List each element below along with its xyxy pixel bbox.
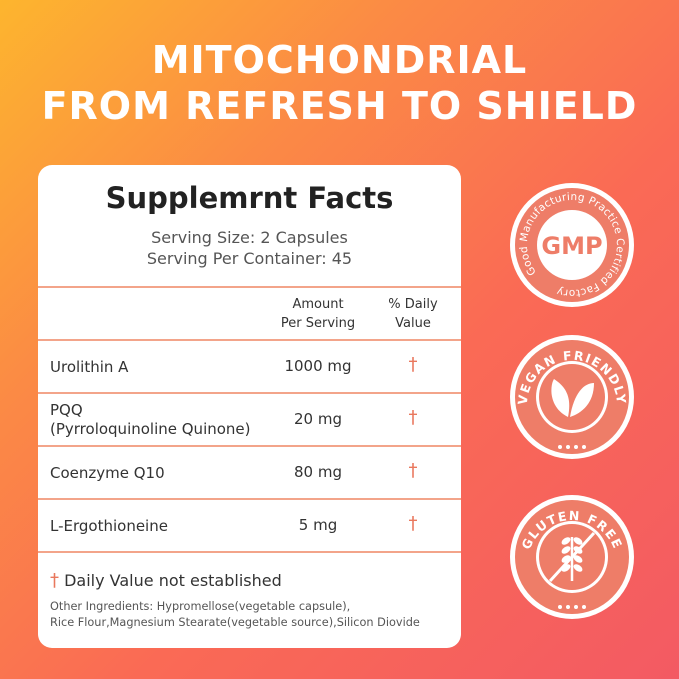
badge: Good Manufacturing Practice Certified Fa…: [510, 183, 634, 307]
ingredient-name: PQQ (Pyrroloquinoline Quinone): [50, 401, 251, 439]
ingredient-name-line: Urolithin A: [50, 357, 129, 376]
amount: 5 mg: [298, 516, 338, 534]
amount: 80 mg: [294, 463, 342, 481]
star: [566, 445, 570, 449]
badge-inner: [539, 364, 605, 430]
star: [582, 445, 586, 449]
wheat-grain: [573, 555, 583, 563]
facts-panel: Supplemrnt Facts Serving Size: 2 Capsule…: [38, 165, 461, 648]
badge-label: GMP: [541, 232, 602, 260]
footnote: † Daily Value not established: [50, 571, 282, 590]
separator: [38, 551, 461, 553]
badge: VEGAN FRIENDLY: [510, 335, 634, 459]
ingredient-name: Urolithin A: [50, 358, 128, 377]
star: [574, 445, 578, 449]
headline: FROM REFRESH TO SHIELD: [41, 84, 638, 128]
facts-title: Supplemrnt Facts: [105, 181, 394, 215]
separator: [38, 498, 461, 500]
daily-value: †: [408, 354, 418, 375]
dagger: †: [50, 570, 59, 591]
star: [558, 445, 562, 449]
leaf-icon: [551, 379, 570, 417]
star: [582, 605, 586, 609]
column-header-line: Amount: [292, 297, 344, 312]
wheat-grain: [573, 537, 583, 545]
ingredient-name-line: (Pyrroloquinoline Quinone): [50, 420, 251, 438]
column-header-line: % Daily: [388, 297, 438, 312]
badge-inner: [537, 210, 607, 280]
wheat-grain: [561, 537, 571, 545]
wheat-grain: [561, 546, 571, 554]
footnote-text: Daily Value not established: [64, 571, 282, 590]
separator: [38, 339, 461, 341]
daily-value: †: [408, 513, 418, 534]
ingredient-name-line: L-Ergothioneine: [50, 516, 168, 535]
column-header-line: Per Serving: [280, 316, 356, 331]
column-header: % Daily Value: [373, 295, 453, 333]
star: [566, 605, 570, 609]
star: [558, 605, 562, 609]
amount: 1000 mg: [284, 357, 352, 375]
badge: GLUTEN FREE: [510, 495, 634, 619]
wheat-grain: [573, 564, 583, 572]
no-sign: [548, 531, 596, 583]
daily-value: †: [408, 460, 418, 481]
headline: MITOCHONDRIAL: [151, 38, 528, 82]
ingredients-line: Rice Flour,Magnesium Stearate(vegetable …: [50, 616, 420, 629]
other-ingredients: Other Ingredients: Hypromellose(vegetabl…: [50, 599, 420, 631]
separator: [38, 286, 461, 288]
column-header: Amount Per Serving: [263, 295, 373, 333]
daily-value: †: [408, 407, 418, 428]
servings-per-container: Serving Per Container: 45: [146, 249, 353, 268]
separator: [38, 445, 461, 447]
leaf-icon: [570, 383, 594, 417]
ingredient-name-line: Coenzyme Q10: [50, 463, 165, 482]
ingredient-name-line: PQQ: [50, 401, 83, 419]
star: [574, 605, 578, 609]
ingredients-line: Other Ingredients: Hypromellose(vegetabl…: [50, 600, 351, 613]
ingredient-name: L-Ergothioneine: [50, 517, 168, 536]
serving-size: Serving Size: 2 Capsules: [151, 228, 348, 247]
amount: 20 mg: [294, 410, 342, 428]
ingredient-name: Coenzyme Q10: [50, 464, 165, 483]
separator: [38, 392, 461, 394]
column-header-line: Value: [395, 316, 431, 331]
